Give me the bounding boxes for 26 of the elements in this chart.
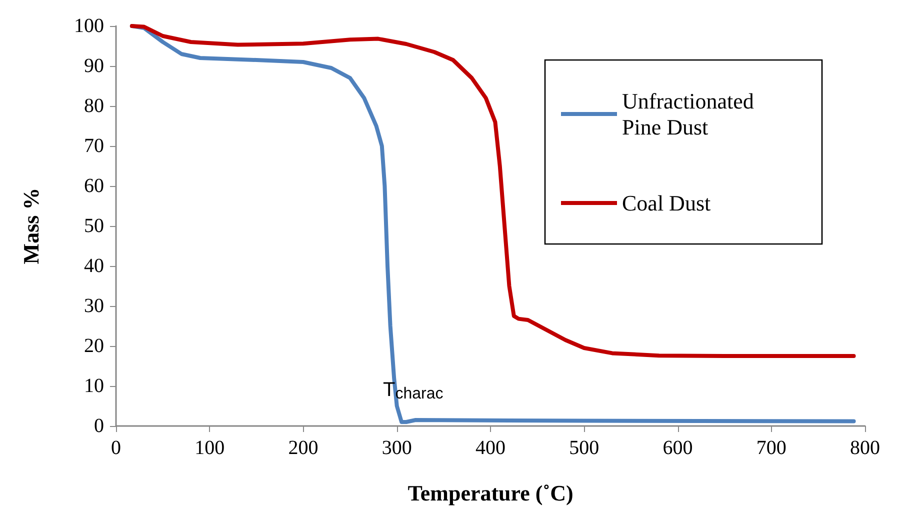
x-tick-label: 100 xyxy=(194,437,225,459)
line-series xyxy=(130,24,856,358)
y-tick-label: 20 xyxy=(84,335,104,357)
y-tick-label: 80 xyxy=(84,95,104,117)
y-tick-label: 30 xyxy=(84,295,104,317)
legend-label: Unfractionated Pine Dust xyxy=(622,88,760,140)
x-tick-label: 600 xyxy=(662,437,693,459)
y-tick-label: 100 xyxy=(74,15,104,37)
x-tick-label: 500 xyxy=(569,437,600,459)
y-axis-title: Mass % xyxy=(18,188,44,264)
y-tick-label: 50 xyxy=(84,215,104,237)
y-tick-label: 70 xyxy=(84,135,104,157)
x-tick-label: 200 xyxy=(288,437,318,459)
y-tick-label: 40 xyxy=(84,255,104,277)
x-tick-label: 700 xyxy=(756,437,786,459)
line-series xyxy=(130,24,856,424)
x-tick-label: 800 xyxy=(850,437,880,459)
legend-label: Coal Dust xyxy=(622,190,711,216)
y-tick-label: 60 xyxy=(84,175,104,197)
y-tick-label: 0 xyxy=(94,415,104,437)
x-tick-label: 0 xyxy=(111,437,121,459)
y-tick-label: 10 xyxy=(84,375,104,397)
y-tick-label: 90 xyxy=(84,55,104,77)
x-tick-label: 400 xyxy=(476,437,506,459)
x-tick-label: 300 xyxy=(382,437,412,459)
x-axis-title: Temperature (˚C) xyxy=(408,480,574,506)
